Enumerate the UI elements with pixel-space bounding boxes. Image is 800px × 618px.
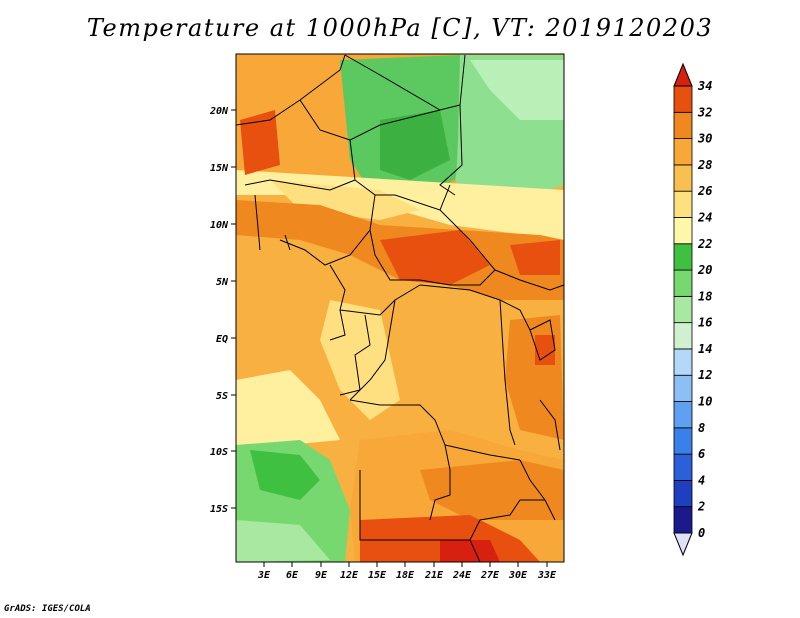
- colorbar-swatch: [673, 269, 693, 297]
- colorbar-lower-arrow: [673, 532, 693, 557]
- colorbar-label: 10: [698, 395, 712, 409]
- chart-title: Temperature at 1000hPa [C], VT: 20191202…: [86, 14, 714, 42]
- colorbar-swatch: [673, 243, 693, 271]
- lon-tick-label: 21E: [424, 570, 444, 581]
- lon-tick-label: 24E: [452, 570, 472, 581]
- colorbar-label: 2: [697, 500, 705, 514]
- colorbar-upper-arrow: [673, 62, 693, 87]
- colorbar-swatch: [673, 374, 693, 402]
- colorbar-label: 14: [698, 342, 712, 356]
- colorbar-label: 28: [697, 158, 712, 172]
- colorbar-swatch: [673, 401, 693, 429]
- lat-tick-label: 10N: [210, 220, 229, 231]
- colorbar-label: 26: [697, 184, 712, 198]
- lat-tick-label: 20N: [209, 106, 229, 117]
- lat-tick-label: 5S: [216, 391, 228, 402]
- lon-tick-label: 12E: [340, 570, 359, 581]
- colorbar-swatch: [673, 138, 693, 166]
- colorbar-label: 6: [698, 447, 705, 461]
- colorbar-label: 4: [698, 473, 705, 487]
- lat-tick-label: 15N: [210, 163, 229, 174]
- latitude-axis: 20N 15N 10N 5N EQ 5S 10S 15S: [209, 106, 236, 515]
- temperature-field: [236, 54, 564, 562]
- colorbar-label: 0: [698, 526, 705, 540]
- colorbar-label: 12: [698, 368, 712, 382]
- lon-tick-label: 30E: [508, 570, 528, 581]
- colorbar-label: 24: [697, 210, 712, 224]
- credit-label: GrADS: IGES/COLA: [4, 604, 91, 614]
- colorbar-swatch: [673, 295, 693, 324]
- lon-tick-label: 33E: [537, 570, 557, 581]
- lat-tick-label: 15S: [210, 504, 228, 515]
- longitude-axis: 3E 6E 9E 12E 15E 18E 21E 24E 27E 30E 33E: [257, 562, 557, 581]
- colorbar-swatch: [673, 217, 693, 245]
- colorbar-swatch: [673, 85, 693, 113]
- colorbar-swatch: [673, 190, 693, 218]
- country-borders: [236, 54, 564, 562]
- lon-tick-label: 6E: [286, 570, 299, 581]
- colorbar-swatch: [673, 427, 693, 455]
- map-frame: [235, 53, 565, 563]
- colorbar-label: 34: [697, 79, 712, 93]
- colorbar-swatch: [673, 506, 693, 534]
- colorbar-label: 32: [697, 105, 712, 119]
- colorbar-swatch: [673, 453, 693, 481]
- lon-tick-label: 3E: [257, 570, 271, 581]
- colorbar-swatch: [673, 348, 693, 376]
- colorbar-label: 8: [698, 421, 705, 435]
- colorbar-swatch: [673, 164, 693, 192]
- lat-tick-label: EQ: [216, 334, 228, 345]
- colorbar-label: 22: [697, 237, 712, 251]
- lon-tick-label: 9E: [315, 570, 328, 581]
- lon-tick-label: 27E: [480, 570, 500, 581]
- lat-tick-label: 10S: [210, 447, 228, 458]
- colorbar-label: 30: [697, 132, 712, 146]
- colorbar-label: 18: [698, 289, 712, 303]
- colorbar-label: 20: [697, 263, 712, 277]
- colorbar-swatch: [673, 480, 693, 508]
- colorbar-swatch: [673, 111, 693, 139]
- lon-tick-label: 15E: [368, 570, 387, 581]
- colorbar-label: 16: [698, 316, 712, 330]
- lon-tick-label: 18E: [396, 570, 415, 581]
- colorbar-swatch: [673, 322, 693, 350]
- lat-tick-label: 5N: [216, 277, 229, 288]
